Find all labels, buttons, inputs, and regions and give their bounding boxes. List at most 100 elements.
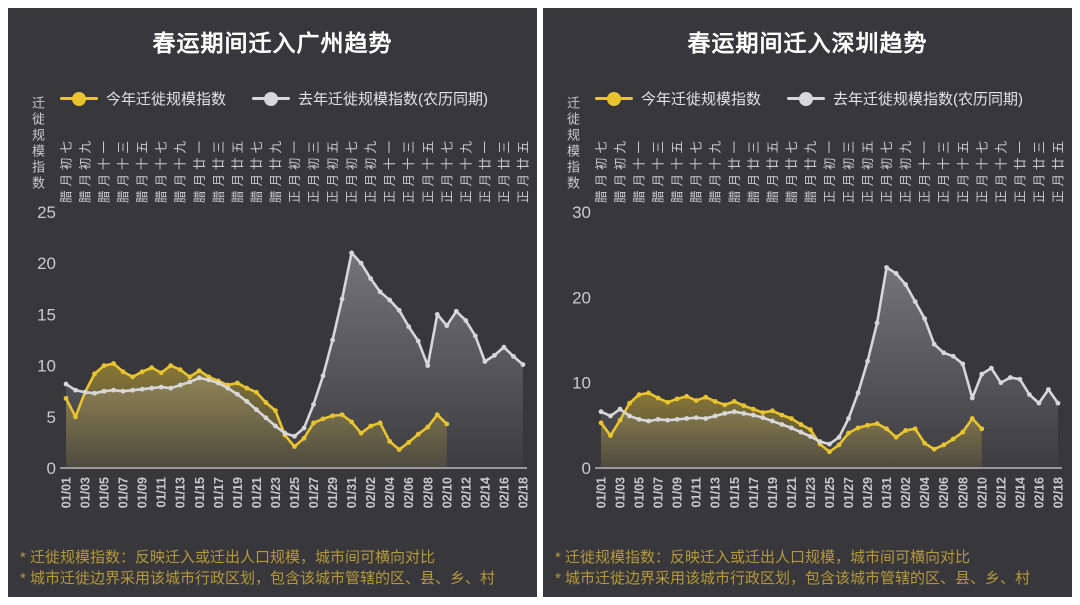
legend-label: 今年迁徙规模指数 <box>106 91 227 108</box>
data-point-marker <box>750 406 756 412</box>
data-point-marker <box>1046 387 1051 392</box>
data-point-marker <box>92 390 97 396</box>
data-point-marker <box>501 344 507 350</box>
data-point-marker <box>387 438 393 444</box>
data-point-marker <box>969 395 975 401</box>
chart-plot-area: 腊月初七 腊月初九 腊月十一 腊月十三 腊月十五 腊月十七 腊月十九 腊月廿一 腊月廿三 腊月廿五… <box>37 137 530 508</box>
legend-label: 去年迁徙规模指数(农历同期) <box>833 91 1024 108</box>
data-point-marker <box>225 385 231 391</box>
data-point-marker <box>73 387 78 393</box>
y-tick-label: 20 <box>572 288 591 307</box>
data-point-marker <box>425 424 431 430</box>
footnote-line: * 城市迁徙边界采用该城市行政区划，包含该城市管辖的区、县、乡、村 <box>20 570 496 588</box>
lunar-tick-label: 正月十七 <box>975 137 989 203</box>
lunar-tick-label: 正月初九 <box>899 137 913 203</box>
date-tick-label: 02/12 <box>994 477 1008 508</box>
lunar-tick-label: 腊月十九 <box>709 137 723 203</box>
lunar-tick-label: 腊月廿五 <box>231 137 245 203</box>
data-point-marker <box>636 416 642 422</box>
lunar-tick-label: 腊月廿七 <box>250 137 264 203</box>
y-tick-label: 20 <box>37 254 56 273</box>
date-tick-label: 02/06 <box>937 477 951 508</box>
lunar-tick-label: 腊月廿九 <box>269 137 283 203</box>
data-point-marker <box>941 442 947 448</box>
data-point-marker <box>722 410 728 416</box>
data-point-marker <box>846 416 851 421</box>
lunar-tick-label: 腊月初九 <box>614 137 628 203</box>
lunar-tick-label: 腊月十七 <box>690 137 704 203</box>
date-tick-label: 02/18 <box>1051 477 1065 508</box>
data-point-marker <box>377 289 383 295</box>
data-point-marker <box>655 395 661 401</box>
y-axis-title: 迁徙规模指数 <box>30 96 45 192</box>
data-point-marker <box>387 297 393 303</box>
legend-item-last-year[interactable]: 去年迁徙规模指数(农历同期) <box>252 88 488 109</box>
data-point-marker <box>73 414 78 420</box>
data-point-marker <box>769 418 775 424</box>
lunar-tick-label: 正月十三 <box>937 137 951 203</box>
data-point-marker <box>1055 400 1061 406</box>
data-point-marker <box>415 431 421 437</box>
data-point-marker <box>893 271 899 276</box>
legend: 今年迁徙规模指数 去年迁徙规模指数(农历同期) <box>595 88 1023 109</box>
data-point-marker <box>827 441 832 447</box>
lunar-tick-label: 腊月初七 <box>595 137 609 203</box>
date-tick-label: 01/01 <box>595 477 609 508</box>
chart-title: 春运期间迁入深圳趋势 <box>687 30 928 56</box>
data-point-marker <box>741 410 747 416</box>
date-tick-label: 01/31 <box>345 477 359 508</box>
data-point-marker <box>472 333 478 339</box>
lunar-tick-label: 正月初五 <box>861 137 875 203</box>
data-point-marker <box>760 410 766 415</box>
lunar-tick-label: 腊月十九 <box>174 137 188 203</box>
data-point-marker <box>712 413 718 419</box>
data-point-marker <box>349 250 354 256</box>
data-point-marker <box>674 396 680 402</box>
date-tick-label: 01/07 <box>652 477 666 508</box>
legend-item-last-year[interactable]: 去年迁徙规模指数(农历同期) <box>787 88 1023 109</box>
date-tick-label: 02/04 <box>918 477 932 508</box>
data-point-marker <box>273 423 278 429</box>
date-tick-label: 01/05 <box>98 477 112 508</box>
date-tick-label: 01/31 <box>880 477 894 508</box>
data-point-marker <box>63 381 69 387</box>
data-point-marker <box>1027 392 1032 398</box>
date-tick-label: 01/21 <box>785 477 799 508</box>
data-point-marker <box>969 416 975 421</box>
data-point-marker <box>434 312 440 317</box>
data-point-marker <box>254 407 259 413</box>
lunar-tick-label: 正月廿一 <box>478 137 492 203</box>
date-tick-label: 01/05 <box>633 477 647 508</box>
data-point-marker <box>760 415 766 421</box>
data-point-marker <box>808 434 813 439</box>
data-point-marker <box>808 427 813 432</box>
data-point-marker <box>817 439 823 444</box>
lunar-tick-label: 正月十七 <box>440 137 454 203</box>
legend-item-this-year[interactable]: 今年迁徙规模指数 <box>595 88 761 109</box>
data-point-marker <box>158 384 164 390</box>
legend-item-this-year[interactable]: 今年迁徙规模指数 <box>60 88 226 109</box>
data-point-marker <box>703 394 709 400</box>
data-point-marker <box>617 406 623 412</box>
data-point-marker <box>731 399 737 404</box>
data-point-marker <box>998 380 1004 386</box>
data-point-marker <box>168 363 174 368</box>
data-point-marker <box>712 399 718 404</box>
date-tick-label: 01/15 <box>728 477 742 508</box>
lunar-tick-label: 腊月十七 <box>155 137 169 203</box>
lunar-tick-label: 正月初七 <box>880 137 894 203</box>
lunar-tick-label: 腊月十五 <box>136 137 150 203</box>
y-tick-label: 15 <box>37 305 56 324</box>
data-point-marker <box>627 413 632 419</box>
data-point-marker <box>339 296 345 302</box>
data-point-marker <box>158 370 164 376</box>
data-point-marker <box>931 341 937 347</box>
line-dot-marker-icon <box>595 91 633 106</box>
footnote-line: * 城市迁徙边界采用该城市行政区划，包含该城市管辖的区、县、乡、村 <box>555 570 1031 588</box>
lunar-tick-label: 正月廿五 <box>1051 137 1065 203</box>
data-point-marker <box>358 260 364 266</box>
data-point-marker <box>884 265 889 270</box>
lunar-tick-label: 正月十一 <box>918 137 932 203</box>
data-point-marker <box>912 299 918 304</box>
data-point-marker <box>960 429 966 435</box>
